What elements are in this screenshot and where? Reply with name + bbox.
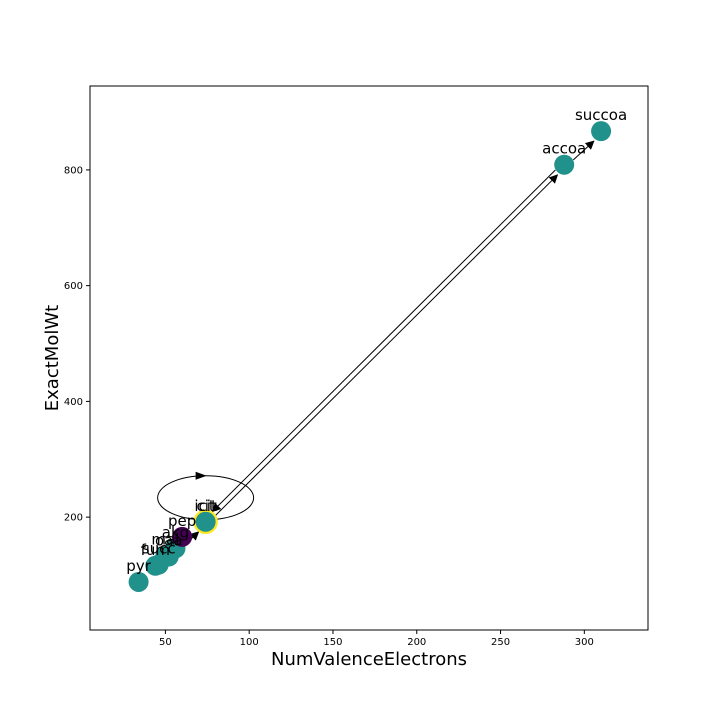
y-tick-label-800: 800 xyxy=(64,165,83,176)
x-tick-label-150: 150 xyxy=(323,637,342,648)
y-tick-label-400: 400 xyxy=(64,397,83,408)
node-cit xyxy=(195,511,216,532)
node-label-mal: mal xyxy=(151,530,179,548)
node-label-succoa: succoa xyxy=(575,106,627,124)
node-label-pep: pep xyxy=(168,512,196,530)
x-axis-label: NumValenceElectrons xyxy=(271,649,467,670)
node-label-succ: succ xyxy=(142,540,176,558)
y-axis-label: ExactMolWt xyxy=(42,305,63,411)
node-label-pyr: pyr xyxy=(126,557,151,575)
y-tick-label-600: 600 xyxy=(64,281,83,292)
node-pyr xyxy=(128,571,149,592)
node-label-cit: cit xyxy=(196,497,214,515)
node-label-akg: akg xyxy=(162,523,189,541)
node-label-fum: fum xyxy=(141,541,170,559)
y-tick-label-200: 200 xyxy=(64,513,83,524)
axis-ticks: 50 100 150 200 250 300 200 400 600 800 xyxy=(64,165,594,648)
edge-cit-to-accoa xyxy=(214,174,559,517)
self-loop-arrow-cit xyxy=(195,471,207,480)
x-tick-label-100: 100 xyxy=(240,637,259,648)
node-succoa xyxy=(591,121,612,142)
node-label-icit: icit xyxy=(194,497,217,515)
edge-accoa-to-cit xyxy=(211,169,556,513)
x-tick-label-250: 250 xyxy=(491,637,510,648)
nodes xyxy=(128,121,612,592)
x-tick-label-50: 50 xyxy=(159,637,172,648)
node-accoa xyxy=(554,154,575,175)
node-label-accoa: accoa xyxy=(542,140,586,158)
x-tick-label-300: 300 xyxy=(575,637,594,648)
node-label-oaa: oaa xyxy=(155,532,183,550)
edge-accoa-to-succoa xyxy=(572,140,595,161)
x-tick-label-200: 200 xyxy=(407,637,426,648)
node-pep xyxy=(172,526,193,547)
